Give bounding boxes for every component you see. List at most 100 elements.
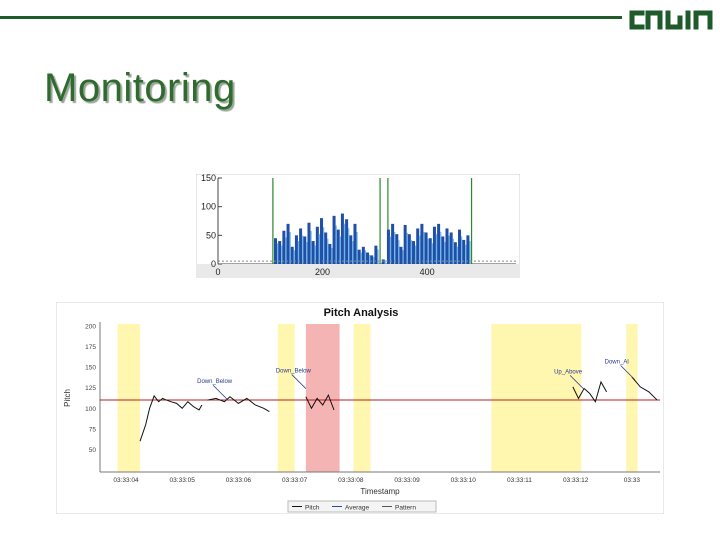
- bar-highlight: [310, 230, 312, 264]
- bar-highlight: [335, 225, 337, 264]
- y-tick-label: 125: [85, 385, 96, 392]
- bar: [458, 229, 462, 264]
- bar-highlight: [389, 236, 392, 264]
- bar: [453, 242, 457, 264]
- bar-highlight: [423, 231, 425, 264]
- bar-highlight: [289, 231, 291, 264]
- pitch-line: [139, 394, 203, 442]
- bar-highlight: [398, 240, 400, 264]
- y-tick-label: 175: [85, 344, 96, 351]
- bar-highlight: [373, 257, 375, 264]
- bar-highlight: [444, 241, 446, 264]
- bar-highlight: [384, 260, 386, 264]
- page-title: Monitoring: [44, 66, 236, 110]
- bar-highlight: [360, 252, 362, 264]
- bar: [391, 223, 395, 264]
- bar: [345, 219, 349, 264]
- bar-highlight: [293, 250, 295, 264]
- y-tick-label: 50: [206, 230, 216, 240]
- chart-title: Pitch Analysis: [324, 307, 399, 319]
- bar-highlight: [339, 236, 341, 264]
- pitch-line: [631, 376, 658, 401]
- bar: [357, 249, 361, 264]
- bar: [320, 218, 324, 264]
- bar: [303, 236, 307, 264]
- bar-highlight: [427, 238, 429, 264]
- bar: [428, 238, 432, 264]
- bar-highlight: [452, 238, 454, 264]
- bar: [274, 238, 278, 264]
- bar-highlight: [402, 250, 404, 264]
- bar: [340, 213, 344, 264]
- bar-highlight: [318, 234, 321, 264]
- bar-highlight: [469, 241, 471, 264]
- legend: Pitch Average Pattern: [287, 500, 437, 513]
- y-tick-label: 100: [85, 406, 96, 413]
- x-tick-label: 0: [215, 267, 220, 277]
- y-tick-label: 150: [201, 174, 216, 183]
- annotation-label: Down_Al: [605, 359, 629, 365]
- bar: [315, 226, 319, 264]
- bar: [290, 246, 294, 264]
- x-tick-label: 03:33:04: [113, 477, 139, 484]
- bar-highlight: [285, 237, 287, 264]
- highlight-band: [353, 324, 371, 472]
- bar: [328, 243, 332, 264]
- x-tick-label: 200: [315, 267, 330, 277]
- annotation-arrow: [291, 374, 307, 389]
- bar: [282, 230, 286, 264]
- highlight-band: [491, 324, 582, 472]
- bar-highlight: [465, 244, 467, 264]
- x-axis-label: Timestamp: [360, 487, 400, 496]
- annotation-label: Up_Above: [554, 369, 583, 375]
- bar: [466, 235, 470, 264]
- bar-highlight: [448, 235, 450, 264]
- pitch-line: [207, 396, 270, 413]
- bar: [349, 235, 353, 264]
- bar: [445, 228, 449, 264]
- y-tick-label: 200: [85, 324, 96, 331]
- x-tick-label: 03:33:05: [170, 477, 196, 484]
- annotation-label: Down_Below: [276, 369, 312, 375]
- bar: [424, 232, 428, 264]
- bar: [332, 215, 336, 264]
- bar: [299, 228, 303, 264]
- legend-pattern: Pattern: [395, 505, 416, 512]
- pitch-line: [305, 393, 335, 411]
- bar-highlight: [415, 245, 417, 264]
- highlight-band: [117, 324, 141, 472]
- bar-highlight: [356, 231, 358, 264]
- bar: [441, 236, 445, 264]
- y-tick-label: 100: [201, 202, 216, 212]
- y-axis-label: Pitch: [63, 389, 72, 407]
- pitch-analysis-chart: Pitch Analysis 50 75 100 125 150 175 200 03:33…: [56, 302, 664, 514]
- y-tick-label: 75: [89, 426, 97, 433]
- bar: [381, 259, 385, 264]
- bar: [286, 223, 290, 264]
- bar-highlight: [431, 243, 433, 264]
- x-tick-label: 03:33: [624, 477, 641, 484]
- bar-highlight: [410, 240, 413, 264]
- legend-average: Average: [345, 505, 369, 512]
- bar: [412, 241, 416, 264]
- legend-pitch: Pitch: [305, 505, 320, 512]
- bar: [311, 241, 315, 264]
- x-tick-label: 03:33:12: [563, 477, 589, 484]
- bar: [294, 235, 298, 264]
- company-logo: cnpin: [629, 10, 713, 30]
- x-tick-label: 03:33:08: [338, 477, 364, 484]
- highlight-band: [626, 324, 638, 472]
- bar-highlight: [352, 241, 354, 264]
- annotation-arrow: [212, 384, 228, 400]
- highlight-band: [277, 324, 295, 472]
- x-tick-label: 03:33:07: [282, 477, 308, 484]
- annotation-label: Down_Below: [197, 379, 233, 385]
- bar-highlight: [377, 249, 379, 264]
- bar-highlight: [343, 223, 346, 264]
- bar: [399, 246, 403, 264]
- bar: [374, 245, 378, 264]
- bar: [437, 223, 441, 264]
- bar: [420, 223, 424, 264]
- bar-highlight: [348, 228, 350, 264]
- bar-highlight: [277, 243, 279, 264]
